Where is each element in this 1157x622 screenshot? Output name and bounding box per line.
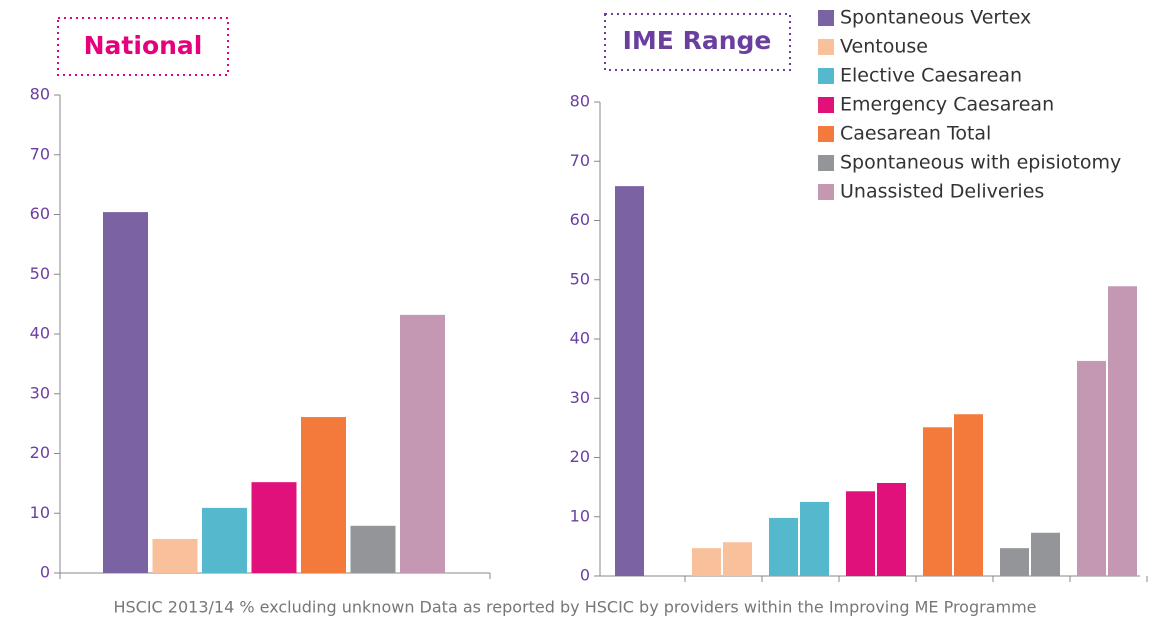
legend-swatch	[818, 155, 834, 171]
legend-label: Spontaneous Vertex	[840, 7, 1031, 29]
bar	[692, 548, 721, 576]
bar	[103, 212, 148, 574]
y-tick-label: 60	[30, 204, 50, 223]
bar	[1077, 360, 1106, 576]
y-tick-label: 30	[30, 383, 50, 402]
title-box	[57, 17, 229, 76]
bar	[400, 314, 445, 573]
bar	[202, 507, 247, 573]
legend-swatch	[818, 68, 834, 84]
chart-title: IME Range	[623, 26, 772, 55]
footer: HSCIC 2013/14 % excluding unknown Data a…	[113, 598, 1036, 617]
y-tick-label: 20	[570, 447, 590, 466]
legend-label: Spontaneous with episiotomy	[840, 152, 1121, 174]
y-tick-label: 70	[570, 151, 590, 170]
legend-swatch	[818, 184, 834, 200]
bar	[877, 482, 906, 576]
y-tick-label: 40	[570, 329, 590, 348]
y-tick-label: 80	[30, 85, 50, 104]
y-tick-label: 10	[570, 506, 590, 525]
legend-label: Ventouse	[840, 36, 928, 58]
legend-label: Caesarean Total	[840, 123, 991, 145]
y-tick-label: 0	[40, 563, 50, 582]
y-tick-label: 10	[30, 503, 50, 522]
y-tick-label: 30	[570, 388, 590, 407]
bar	[800, 501, 829, 576]
y-tick-label: 80	[570, 92, 590, 111]
y-tick-label: 60	[570, 210, 590, 229]
legend-label: Unassisted Deliveries	[840, 181, 1044, 203]
y-tick-label: 70	[30, 144, 50, 163]
legend-swatch	[818, 39, 834, 55]
bar	[1000, 548, 1029, 576]
y-tick-label: 40	[30, 324, 50, 343]
chart-title: National	[84, 31, 203, 60]
bar	[846, 491, 875, 576]
y-tick-label: 20	[30, 443, 50, 462]
bar	[769, 517, 798, 576]
y-tick-label: 50	[30, 264, 50, 283]
bar	[1108, 286, 1137, 576]
bar	[923, 427, 952, 576]
bar	[350, 525, 396, 573]
bar	[954, 414, 983, 576]
bar	[1031, 532, 1060, 576]
legend-label: Emergency Caesarean	[840, 94, 1054, 116]
legend-swatch	[818, 126, 834, 142]
bar	[251, 482, 297, 573]
legend-swatch	[818, 10, 834, 26]
bar	[723, 542, 752, 576]
legend-label: Elective Caesarean	[840, 65, 1022, 87]
bar	[301, 417, 346, 573]
y-tick-label: 50	[570, 269, 590, 288]
y-tick-label: 0	[580, 566, 590, 585]
bar	[615, 186, 644, 576]
bar	[152, 538, 198, 573]
legend-swatch	[818, 97, 834, 113]
